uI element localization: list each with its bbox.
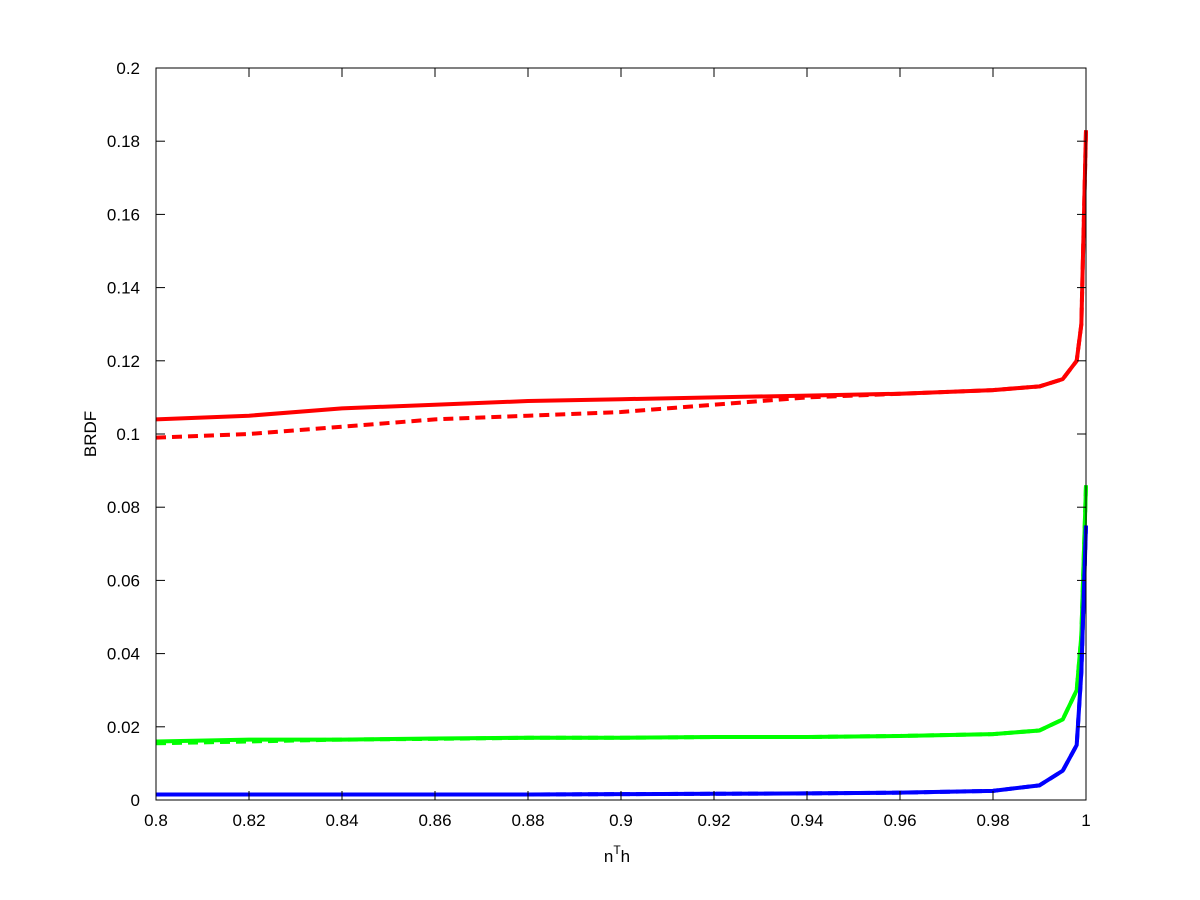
y-tick-label: 0.18 (107, 132, 140, 151)
x-tick-label: 0.84 (325, 811, 358, 830)
data-line (155, 130, 1088, 440)
y-axis-label: BRDF (81, 411, 100, 457)
x-tick-label: 0.82 (232, 811, 265, 830)
y-tick-label: 0 (131, 791, 140, 810)
x-tick-label: 0.9 (609, 811, 633, 830)
x-tick-label: 0.98 (976, 811, 1009, 830)
x-tick-label: 0.88 (511, 811, 544, 830)
x-tick-label: 0.96 (883, 811, 916, 830)
x-tick-label: 0.8 (144, 811, 168, 830)
y-tick-label: 0.02 (107, 718, 140, 737)
plot-area (156, 68, 1086, 800)
y-tick-label: 0.06 (107, 571, 140, 590)
x-tick-label: 0.94 (790, 811, 823, 830)
x-tick-label: 0.92 (697, 811, 730, 830)
y-tick-label: 0.16 (107, 205, 140, 224)
y-tick-label: 0.14 (107, 279, 140, 298)
y-tick-label: 0.04 (107, 645, 140, 664)
y-tick-label: 0.12 (107, 352, 140, 371)
x-axis-label: nTh (604, 843, 630, 866)
y-tick-label: 0.1 (116, 425, 140, 444)
data-line (156, 525, 1088, 797)
data-line (155, 130, 1088, 422)
x-tick-label: 1 (1081, 811, 1090, 830)
x-tick-label: 0.86 (418, 811, 451, 830)
y-tick-label: 0.2 (116, 59, 140, 78)
data-line (155, 485, 1088, 746)
y-tick-label: 0.08 (107, 498, 140, 517)
